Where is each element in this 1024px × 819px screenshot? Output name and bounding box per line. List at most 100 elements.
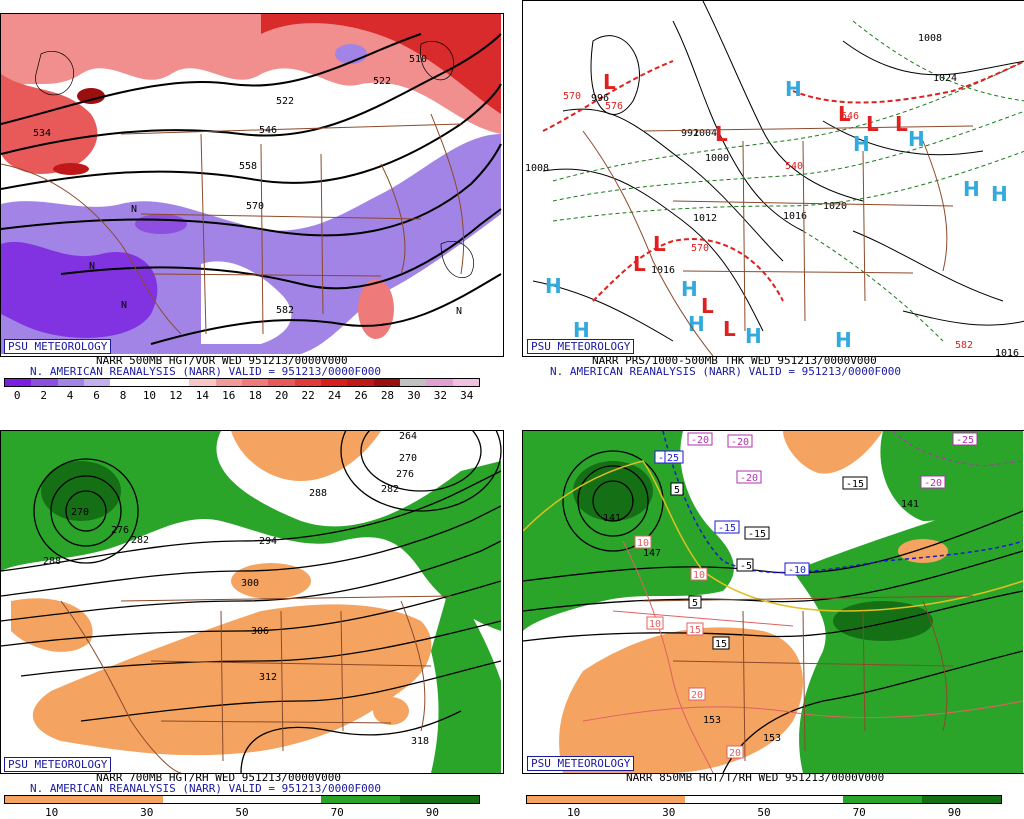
thickness-label: 570 (691, 243, 709, 254)
panel-surface-pressure-thickness: L L L L L L L L L H H H H H H H H H H H … (522, 0, 1024, 357)
pressure-label: 1016 (651, 265, 675, 276)
scale-swatch (163, 796, 242, 803)
scale-swatch (241, 379, 269, 386)
height-label: 153 (763, 733, 781, 744)
temp-box: 10 (690, 567, 708, 581)
vorticity-color-scale (4, 378, 480, 387)
scale-swatch (294, 379, 321, 386)
pressure-label: 996 (591, 93, 609, 104)
scale-tick-label: 32 (433, 389, 447, 402)
contour-label: 270 (399, 453, 417, 464)
panel-subtitle: N. AMERICAN REANALYSIS (NARR) VALID = 95… (30, 365, 381, 378)
scale-swatch (57, 379, 84, 386)
temp-label: -15 (748, 529, 766, 540)
high-pressure-marker: H (545, 274, 562, 298)
scale-tick-label: 10 (44, 806, 59, 819)
scale-tick-label: 30 (140, 806, 154, 819)
temp-box: 5 (670, 482, 684, 496)
thickness-label: 570 (563, 91, 581, 102)
scale-swatch (452, 379, 479, 386)
temp-label: -15 (718, 523, 736, 534)
high-pressure-marker: H (785, 77, 802, 101)
scale-tick-label: 4 (66, 389, 74, 402)
contour-label: 264 (399, 431, 417, 442)
scale-tick-label: 70 (330, 806, 344, 819)
scale-tick-label: 18 (248, 389, 262, 402)
temp-box: 15 (712, 636, 730, 650)
scale-swatch (321, 796, 400, 803)
temp-box: -20 (727, 434, 753, 448)
map-850mb-temperature: 141 147 153 153 141 -25 -20 -20 -20 -25 … (523, 431, 1024, 773)
contour-label: 282 (381, 484, 399, 495)
pressure-label: 1004 (693, 128, 717, 139)
scale-swatch (110, 379, 137, 386)
panel-850mb-temperature-humidity: 141 147 153 153 141 -25 -20 -20 -20 -25 … (522, 430, 1024, 774)
scale-swatch (606, 796, 685, 803)
temp-label: 10 (637, 538, 649, 549)
pressure-label: 1016 (783, 211, 807, 222)
scale-swatch (843, 796, 922, 803)
scale-swatch (31, 379, 58, 386)
temp-box: -20 (736, 470, 762, 484)
humidity-color-scale (4, 795, 480, 804)
scale-tick-label: 50 (235, 806, 249, 819)
temp-box: 20 (688, 687, 706, 701)
low-pressure-marker: L (653, 232, 666, 256)
scale-tick-label: 10 (566, 806, 581, 819)
height-label: 141 (901, 499, 919, 510)
temp-label: -20 (691, 435, 709, 446)
pressure-label: 992 (681, 128, 699, 139)
height-label: 141 (603, 513, 621, 524)
scale-swatch (426, 379, 453, 386)
humidity-color-scale (526, 795, 1002, 804)
scale-swatch (84, 796, 163, 803)
cyclone-marker: N (456, 306, 462, 317)
scale-tick-label: 34 (460, 389, 474, 402)
cyclone-marker: N (89, 261, 95, 272)
temp-box: -10 (784, 562, 810, 576)
scale-tick-label: 20 (275, 389, 289, 402)
contour-label: 276 (396, 469, 414, 480)
temp-box: 15 (686, 622, 704, 636)
high-pressure-marker: H (688, 312, 705, 336)
contour-label: 270 (71, 507, 89, 518)
scale-swatch (162, 379, 190, 386)
scale-swatch (922, 796, 1001, 803)
contour-label: 534 (33, 128, 51, 139)
scale-swatch (527, 796, 606, 803)
panel-500mb-vorticity: 534 546 558 570 582 510 522 522 N N N N … (0, 13, 504, 357)
high-pressure-marker: H (963, 177, 980, 201)
temp-label: 10 (649, 619, 661, 630)
cyclone-marker: N (121, 300, 127, 311)
high-pressure-marker: H (573, 318, 590, 342)
scale-tick-label: 30 (662, 806, 676, 819)
cyclone-marker: N (131, 204, 137, 215)
panel-title: NARR 850MB HGT/T/RH WED 951213/0000V000 (626, 771, 885, 784)
contour-label: 522 (276, 96, 294, 107)
scale-swatch (242, 796, 321, 803)
pressure-label: 1016 (995, 348, 1019, 356)
high-pressure-marker: H (835, 328, 852, 352)
temp-box: -15 (842, 476, 868, 490)
scale-tick-label: 22 (301, 389, 315, 402)
scale-swatch (399, 379, 427, 386)
scale-swatch (373, 379, 400, 386)
scale-swatch (268, 379, 295, 386)
contour-label: 276 (111, 525, 129, 536)
scale-swatch (320, 379, 348, 386)
temp-label: 15 (689, 625, 701, 636)
temp-label: -5 (740, 561, 752, 572)
panel-title: NARR PRS/1000-500MB THK WED 951213/0000V… (592, 354, 877, 367)
temp-label: -20 (731, 437, 749, 448)
scale-swatch (400, 796, 479, 803)
temp-box: -20 (687, 432, 713, 446)
low-pressure-marker: L (723, 317, 736, 341)
vorticity-scale-ticks: 0 2 4 6 8 10 12 14 16 18 20 22 24 26 28 30 32 34 (4, 389, 480, 402)
pressure-label: 1000 (705, 153, 729, 164)
contour-label: 582 (276, 305, 294, 316)
height-label: 153 (703, 715, 721, 726)
height-label: 147 (643, 548, 661, 559)
scale-tick-label: 28 (380, 389, 395, 402)
thickness-label: 576 (605, 101, 623, 112)
temp-label: 25 (667, 453, 679, 464)
